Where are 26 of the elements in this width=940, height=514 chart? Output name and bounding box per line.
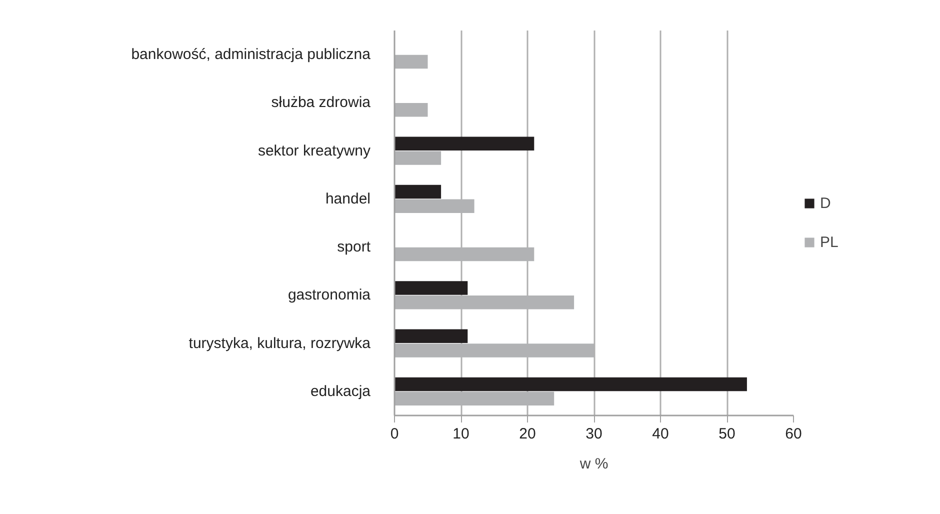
y-tick-label: sektor kreatywny [258,142,371,160]
x-tick-label: 60 [785,426,802,442]
legend-label: D [820,194,832,212]
x-tick-label: 40 [652,426,669,442]
bar [394,281,468,295]
x-tick-label: 50 [718,426,736,442]
y-tick-label: handel [325,190,371,208]
bar [394,377,747,392]
legend-label: PL [820,234,840,250]
y-tick-label: służba zdrowia [271,94,372,112]
y-tick-label: bankowość, administracja publiczna [131,46,372,64]
y-tick-label: edukacja [310,382,372,400]
bar [394,184,442,199]
y-tick-label: sport [337,238,372,256]
bar [394,54,428,69]
bar [394,136,534,150]
bar [394,329,468,343]
bar [394,103,428,117]
x-tick-label: 0 [390,426,399,442]
x-tick-label: 30 [586,426,602,442]
x-tick-label: 10 [452,426,470,442]
y-tick-label: turystyka, kultura, rozrywka [188,334,372,352]
y-tick-label: gastronomia [288,286,372,304]
bar [394,151,442,165]
x-tick-label: 20 [519,426,536,442]
x-axis-title: w % [578,456,608,472]
